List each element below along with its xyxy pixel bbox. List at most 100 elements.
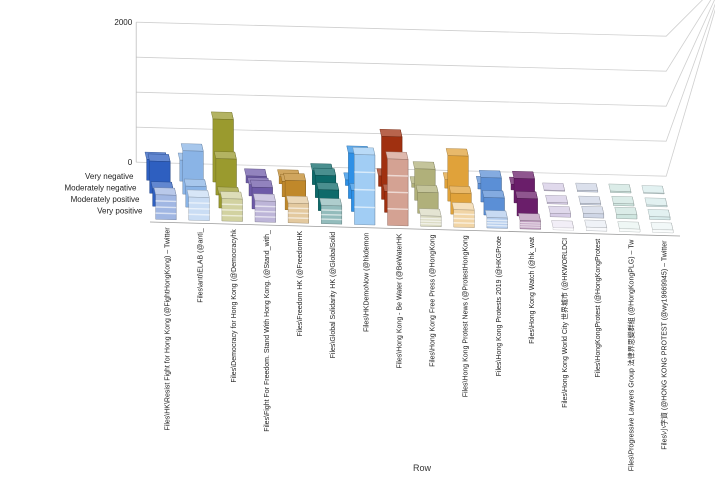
x-tick-label: Files\anti\ELAB (@anti_	[198, 228, 205, 303]
depth-label: Very positive	[97, 207, 143, 216]
x-tick-label: Files\Democracy for Hong Kong (@Democrac…	[231, 229, 238, 383]
back-wall-grid	[135, 0, 715, 177]
bar	[451, 202, 475, 228]
bar	[153, 187, 177, 220]
bar	[319, 198, 343, 225]
bar-stripe	[586, 227, 607, 230]
bar-top	[415, 184, 439, 193]
bar-stripe	[254, 210, 276, 213]
bar	[385, 151, 409, 227]
bar-top	[647, 209, 671, 218]
bar-top	[418, 208, 442, 217]
x-tick-label: Files\Progressive Lawyers Group 法律界思變群組 …	[626, 239, 635, 472]
bar	[415, 184, 439, 214]
bar	[186, 189, 210, 221]
bar-stripe	[354, 188, 375, 191]
x-tick-label: Files\小字資 (@HONG KONG PROTEST (@wy196699…	[659, 240, 668, 450]
bar-top	[186, 189, 210, 198]
bar	[650, 222, 674, 234]
bar-top	[617, 221, 641, 230]
bar-top	[542, 182, 565, 191]
bar-top	[641, 185, 665, 194]
x-axis-title: Row	[413, 463, 432, 473]
bar-stripe	[619, 228, 640, 231]
bar-top	[213, 151, 237, 160]
bar-stripe	[155, 212, 177, 215]
bar-top	[484, 210, 508, 219]
bar	[644, 197, 668, 208]
bar	[617, 221, 641, 233]
bar-top	[650, 222, 674, 231]
y-tick-label: 0	[128, 158, 133, 167]
bar-top	[478, 170, 502, 179]
bar-top	[253, 193, 276, 202]
bar	[418, 208, 442, 227]
bar-stripe	[354, 171, 375, 174]
bar-top	[518, 213, 541, 222]
bar-top	[379, 129, 403, 138]
depth-label: Moderately positive	[71, 195, 140, 204]
bar-top	[147, 153, 171, 162]
depth-label: Very negative	[85, 172, 134, 181]
bar	[551, 220, 574, 231]
bar	[647, 209, 671, 221]
bar	[253, 193, 276, 223]
bar-stripe	[453, 217, 475, 220]
gridline	[136, 0, 703, 37]
bar-top	[385, 151, 409, 160]
bar-top	[581, 206, 605, 215]
bar-top	[250, 179, 273, 188]
bar-front	[583, 213, 604, 219]
bar-stripe	[420, 220, 442, 223]
bar	[484, 210, 508, 229]
bar-top	[551, 220, 574, 229]
bar-stripe	[486, 219, 508, 222]
bar-top	[180, 143, 204, 152]
bar-front	[610, 190, 632, 194]
bar-stripe	[553, 227, 574, 230]
bar-top	[608, 183, 632, 192]
labels-layer: 0 2000 Very negative Moderately negative Mod…	[64, 18, 668, 471]
bar-top	[644, 197, 668, 206]
bar-stripe	[387, 208, 409, 210]
bar-top	[448, 185, 472, 194]
bar-top	[512, 171, 535, 180]
bar-top	[352, 147, 376, 156]
bars-layer	[144, 111, 674, 234]
x-tick-label: Files\HKDemoNow (@hkdemon	[363, 233, 370, 332]
bar	[578, 195, 602, 206]
bar-stripe	[321, 213, 342, 216]
bar-front	[646, 204, 668, 208]
bar-stripe	[519, 226, 541, 229]
bar-stripe	[254, 205, 276, 208]
bar-top	[153, 187, 177, 196]
bar	[641, 185, 665, 195]
x-tick-label: Files\HK\Resist Fight for Hong Kong (@Fi…	[165, 227, 172, 431]
bar-top	[316, 182, 340, 191]
bar-top	[611, 196, 635, 205]
x-tick-label: Files\Hong Kong Protest News (@ProtestHo…	[463, 235, 470, 397]
bar	[286, 195, 309, 224]
bar-top	[575, 182, 599, 191]
bar-stripe	[652, 229, 674, 232]
bar-front	[649, 216, 671, 221]
floor-edge	[149, 221, 681, 237]
bar	[213, 151, 237, 196]
bar	[611, 196, 635, 207]
bar-stripe	[188, 207, 210, 210]
bar-stripe	[188, 202, 210, 205]
x-tick-label: Files\Hong Kong Protests 2019 (@HKGProte	[496, 236, 503, 376]
bar-front	[543, 189, 565, 192]
bar	[219, 191, 243, 222]
bar	[352, 147, 376, 226]
bar-top	[286, 195, 309, 204]
bar-top	[244, 168, 267, 177]
bar-stripe	[155, 206, 177, 209]
bar-top	[515, 191, 538, 200]
x-tick-label: Files\HongKongProtest (@HongKongProtest	[595, 239, 602, 378]
bar-stripe	[221, 209, 243, 212]
bar-stripe	[420, 222, 442, 225]
bar-stripe	[288, 207, 309, 210]
bar-stripe	[288, 217, 309, 220]
